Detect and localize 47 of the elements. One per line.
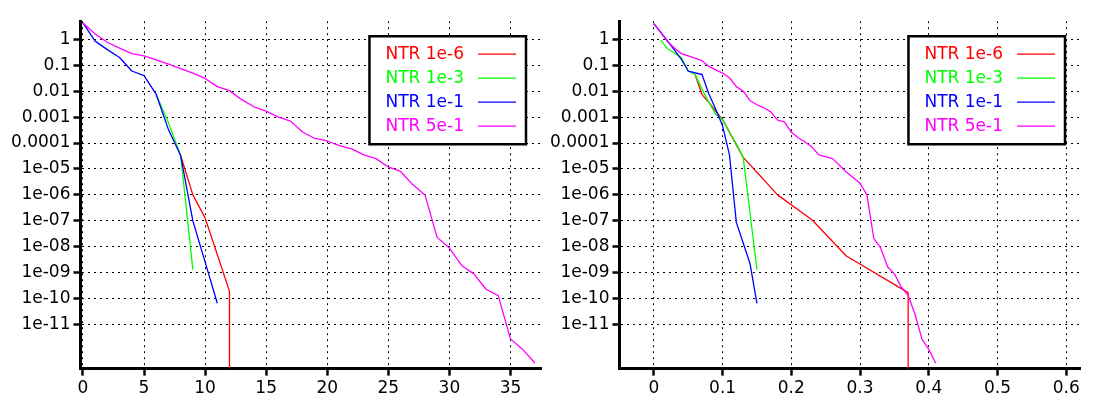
y-tick-label: 0.1 (43, 53, 71, 74)
y-tick-label: 1e-07 (21, 209, 71, 230)
x-tick-label: 20 (316, 377, 339, 398)
y-tick-label: 1e-05 (560, 157, 610, 178)
legend-label: NTR 1e-1 (924, 90, 1003, 111)
y-tick-label: 1e-05 (21, 157, 71, 178)
y-tick-label: 1e-08 (21, 235, 71, 256)
legend-label: NTR 1e-1 (385, 90, 464, 111)
x-tick-label: 0 (77, 377, 89, 398)
y-tick-label: 1e-11 (21, 312, 71, 333)
x-tick-label: 0.3 (846, 377, 874, 398)
y-tick-label: 0.0001 (550, 131, 610, 152)
x-tick-label: 0.6 (1052, 377, 1080, 398)
legend-label: NTR 1e-3 (385, 66, 464, 87)
y-tick-label: 1e-06 (560, 183, 610, 204)
y-tick-label: 0.001 (21, 105, 71, 126)
x-tick-label: 30 (438, 377, 461, 398)
y-tick-label: 1 (598, 27, 610, 48)
legend-label: NTR 1e-6 (924, 42, 1003, 63)
x-tick-label: 0.1 (709, 377, 737, 398)
y-tick-label: 1e-09 (21, 261, 71, 282)
legend-label: NTR 1e-3 (924, 66, 1003, 87)
y-tick-label: 0.01 (571, 79, 610, 100)
y-tick-label: 1e-07 (560, 209, 610, 230)
y-tick-label: 1e-06 (21, 183, 71, 204)
x-tick-label: 25 (377, 377, 400, 398)
x-tick-label: 0.4 (915, 377, 943, 398)
legend-label: NTR 5e-1 (385, 114, 464, 135)
x-tick-label: 15 (255, 377, 277, 398)
x-tick-label: 5 (138, 377, 150, 398)
legend-label: NTR 1e-6 (385, 42, 464, 63)
y-tick-label: 0.0001 (11, 131, 71, 152)
y-tick-label: 1e-09 (560, 261, 610, 282)
x-tick-label: 0 (648, 377, 660, 398)
y-tick-label: 0.001 (560, 105, 610, 126)
y-tick-label: 1 (59, 27, 71, 48)
y-tick-label: 1e-11 (560, 312, 610, 333)
x-tick-label: 10 (194, 377, 216, 398)
y-tick-label: 0.1 (582, 53, 610, 74)
legend-label: NTR 5e-1 (924, 114, 1003, 135)
y-tick-label: 1e-08 (560, 235, 610, 256)
y-tick-label: 0.01 (32, 79, 71, 100)
x-tick-label: 0.5 (984, 377, 1012, 398)
y-tick-label: 1e-10 (560, 287, 610, 308)
x-tick-label: 0.2 (777, 377, 805, 398)
y-tick-label: 1e-10 (21, 287, 71, 308)
x-tick-label: 35 (499, 377, 522, 398)
